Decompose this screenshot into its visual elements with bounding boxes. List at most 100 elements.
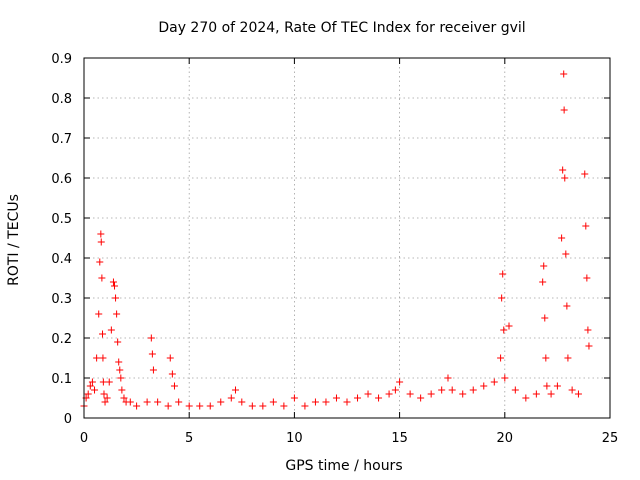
data-point [541,314,549,322]
data-point [500,326,508,334]
data-point [175,398,183,406]
data-point [111,282,119,290]
data-point [354,394,362,402]
data-point [511,386,519,394]
grid-lines [84,58,610,418]
data-point [568,386,576,394]
data-point [238,398,246,406]
data-point [91,386,99,394]
data-point [583,274,591,282]
data-point [93,354,101,362]
data-point [574,390,582,398]
y-tick-label: 0.8 [51,92,72,107]
data-point [522,394,530,402]
y-tick-label: 0.7 [51,132,72,147]
x-tick-label: 5 [185,431,193,446]
data-point [112,294,120,302]
data-point [391,386,399,394]
data-point [86,382,94,390]
data-point [113,310,121,318]
data-point [584,326,592,334]
data-point [107,326,115,334]
data-point [564,354,572,362]
y-axis: 0 0.1 0.2 0.3 0.4 0.5 0.6 0.7 0.8 0.9 [51,52,610,427]
data-point [547,390,555,398]
data-point [116,366,124,374]
data-point [543,382,551,390]
data-point [164,402,172,410]
data-point [561,174,569,182]
data-point [97,238,105,246]
data-point [505,322,513,330]
data-point [231,386,239,394]
data-point [290,394,298,402]
data-point [248,402,256,410]
data-point [120,394,128,402]
data-point [206,402,214,410]
data-point [539,278,547,286]
data-point [143,398,151,406]
data-point [154,398,162,406]
data-point [406,390,414,398]
data-point [117,374,125,382]
data-point [259,402,267,410]
data-point [95,310,103,318]
data-point [417,394,425,402]
data-point [115,358,123,366]
data-point [581,170,589,178]
data-point [332,394,340,402]
x-tick-label: 10 [286,431,303,446]
data-point [343,398,351,406]
data-point [444,374,452,382]
data-point [448,386,456,394]
data-point [149,366,157,374]
data-point [166,354,174,362]
data-point [101,398,109,406]
data-point [133,402,141,410]
data-point [364,390,372,398]
y-tick-label: 0.1 [51,372,72,387]
data-point [118,386,126,394]
data-point [147,334,155,342]
data-point [301,402,309,410]
data-point [375,394,383,402]
data-point [84,390,92,398]
data-point [560,70,568,78]
data-point [217,398,225,406]
y-tick-label: 0 [64,412,72,427]
data-point [585,342,593,350]
data-point [196,402,204,410]
data-points [80,70,593,410]
y-axis-label: ROTI / TECUs [6,194,22,286]
x-axis-label: GPS time / hours [285,458,402,474]
data-point [148,350,156,358]
data-point [227,394,235,402]
data-point [438,386,446,394]
data-point [126,398,134,406]
data-point [98,274,106,282]
data-point [385,390,393,398]
data-point [269,398,277,406]
data-point [105,378,113,386]
data-point [563,302,571,310]
x-tick-label: 20 [497,431,514,446]
data-point [469,386,477,394]
data-point [96,258,104,266]
data-point [582,222,590,230]
y-tick-label: 0.9 [51,52,72,67]
data-point [501,374,509,382]
data-point [109,278,117,286]
data-point [497,354,505,362]
data-point [560,106,568,114]
data-point [280,402,288,410]
data-point [532,390,540,398]
data-point [311,398,319,406]
data-point [480,382,488,390]
data-point [490,378,498,386]
data-point [427,390,435,398]
data-point [99,330,107,338]
data-point [459,390,467,398]
data-point [553,382,561,390]
